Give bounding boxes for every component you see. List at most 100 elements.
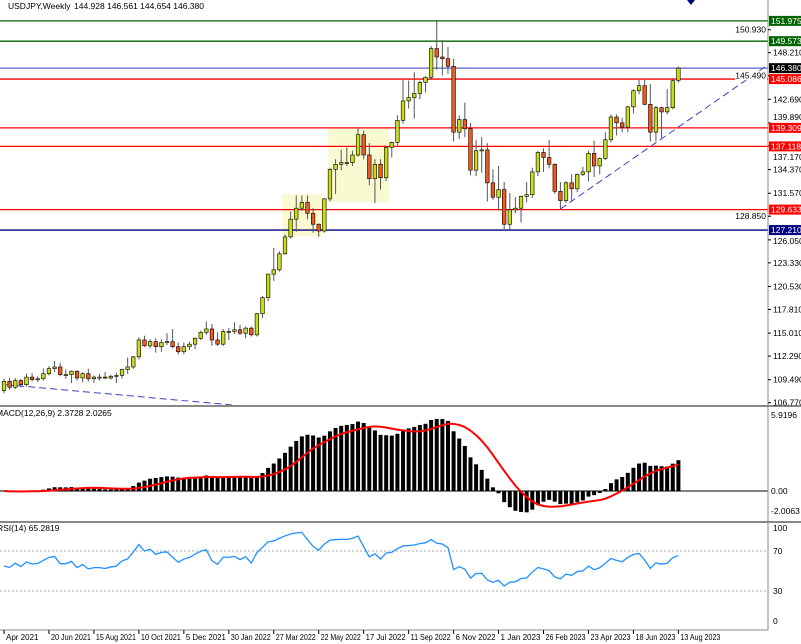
macd-histogram-bar (513, 491, 518, 511)
macd-axis-label: 0.00 (771, 486, 788, 496)
candle-body (192, 337, 198, 345)
macd-histogram-bar (356, 421, 361, 491)
candle-body (608, 116, 614, 141)
candle (164, 333, 170, 346)
candle-body (535, 152, 540, 173)
candle (339, 149, 344, 171)
time-tick-label: 17 Jul 2022 (366, 633, 407, 642)
level-price-badge (769, 141, 801, 152)
candle-body (58, 366, 63, 375)
candle-body (226, 331, 231, 333)
candle (1, 378, 7, 394)
candle (125, 357, 130, 374)
candle (108, 374, 113, 380)
candle-body (620, 122, 625, 128)
candle-body (181, 346, 186, 353)
candle (159, 339, 164, 352)
candle-body (389, 142, 394, 148)
candle-body (547, 157, 552, 165)
macd-histogram-bar (299, 436, 304, 491)
candle (665, 89, 670, 115)
macd-histogram-bar (350, 424, 355, 491)
macd-histogram-bar (243, 477, 248, 491)
macd-histogram-bar (659, 466, 664, 491)
candle (445, 46, 451, 74)
candle-body (316, 223, 321, 232)
price-tick-label: 109.490 (773, 375, 801, 385)
macd-rsi-separator[interactable] (0, 521, 801, 523)
candle (181, 342, 186, 355)
candle-body (266, 273, 271, 299)
chart-shift-marker-icon[interactable] (687, 0, 695, 5)
candle-body (429, 48, 434, 78)
main-macd-separator[interactable] (0, 405, 801, 407)
candle (232, 322, 237, 335)
candle (221, 328, 226, 346)
macd-histogram-bar (389, 435, 394, 491)
candle (114, 372, 119, 384)
candle (243, 326, 248, 339)
candle-body (434, 48, 439, 58)
candle-body (558, 190, 563, 201)
level-price-label: 127.210 (771, 225, 801, 235)
candle (119, 368, 125, 379)
macd-histogram-bar (181, 477, 186, 491)
candle-body (204, 328, 209, 333)
trendline[interactable] (6, 384, 233, 405)
candle-body (524, 194, 529, 197)
trendline[interactable] (560, 64, 768, 210)
macd-histogram-bar (445, 420, 450, 491)
time-tick-label: 23 Apr 2023 (590, 633, 631, 642)
macd-histogram-bar (395, 433, 400, 491)
candle (237, 324, 243, 335)
macd-histogram-bar (564, 491, 568, 504)
macd-histogram-bar (541, 491, 546, 502)
macd-histogram-bar (271, 463, 276, 491)
candle-body (164, 341, 170, 343)
macd-histogram-bar (288, 446, 293, 491)
candle (69, 370, 74, 384)
candle-body (249, 327, 254, 336)
candle-body (406, 97, 411, 102)
candle (636, 79, 642, 95)
price-tick-label: 148.210 (773, 48, 801, 58)
candle (41, 368, 46, 381)
candle (591, 140, 597, 177)
macd-histogram-bar (597, 491, 602, 494)
candle (35, 376, 40, 383)
candle-body (479, 149, 484, 152)
candle (192, 337, 198, 350)
rsi-axis-label: 0 (773, 616, 778, 626)
macd-histogram-bar (198, 476, 203, 491)
macd-histogram-bar (221, 477, 226, 491)
candle (63, 369, 68, 379)
time-tick-label: 6 Nov 2022 (456, 633, 497, 642)
candle (187, 341, 192, 351)
price-tick-label: 139.890 (773, 112, 801, 122)
macd-histogram-bar (311, 435, 316, 491)
candle-body (215, 339, 220, 345)
macd-histogram-bar (592, 491, 597, 496)
price-tick-label: 134.370 (773, 165, 801, 175)
candle (490, 169, 496, 200)
candle (131, 355, 136, 369)
candle (412, 72, 417, 119)
candle (462, 102, 467, 138)
candle-body (13, 380, 18, 388)
price-tick-label: 112.290 (773, 351, 801, 361)
candles (1, 21, 681, 394)
macd-histogram-bar (322, 435, 327, 491)
candle (518, 195, 524, 223)
candle-body (355, 134, 361, 156)
candle-body (103, 376, 108, 379)
macd-histogram-bar (586, 491, 591, 497)
macd-histogram-bar (406, 428, 411, 491)
candle-body (648, 104, 653, 133)
candle-body (636, 85, 642, 92)
candle (502, 182, 507, 231)
rsi-axis-label: 100 (773, 523, 787, 533)
macd-histogram-bar (316, 437, 321, 491)
candle-body (462, 119, 467, 130)
candle (361, 130, 366, 160)
